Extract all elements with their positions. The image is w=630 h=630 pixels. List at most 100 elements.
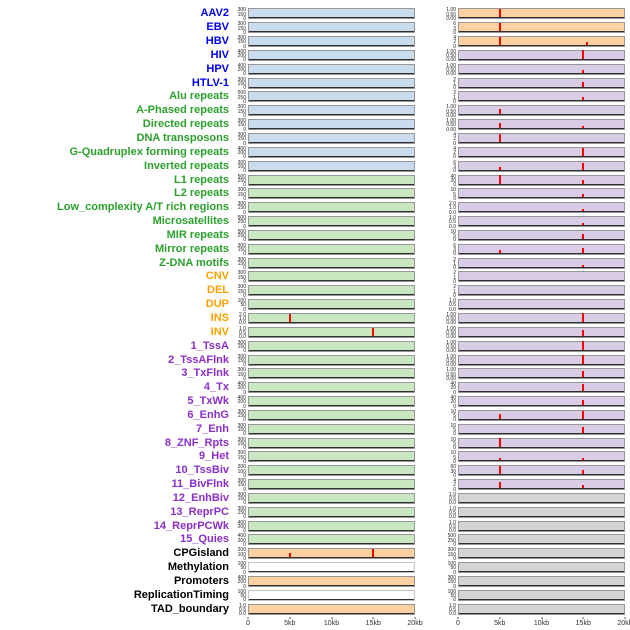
x-tick-mark <box>582 617 584 619</box>
signal-peak <box>581 180 584 184</box>
panel-left <box>248 562 415 574</box>
y-tick-label: 300 <box>237 422 246 429</box>
signal-peak <box>581 313 584 322</box>
panel-right <box>458 396 625 408</box>
column-gap <box>415 41 442 42</box>
column-gap <box>415 415 442 416</box>
panel-right <box>458 174 625 186</box>
y-tick-label: 10 <box>450 450 456 457</box>
track-label: INS <box>210 311 229 324</box>
y-tick-label: 300 <box>237 76 246 83</box>
panel-left <box>248 91 415 103</box>
track-label: 12_EnhBiv <box>172 491 229 504</box>
y-tick-label: 150 <box>237 510 246 517</box>
track-row: 14_ReprPCWk 400 200 0 1.0 0.5 0.0 <box>0 519 630 534</box>
signal-baseline <box>459 183 624 185</box>
y-tick-label: 2 <box>453 136 456 143</box>
track-label: INV <box>210 325 229 338</box>
y-ticks-left: 300 150 0 <box>232 506 248 520</box>
y-tick-label: 150 <box>237 25 246 32</box>
y-ticks-left: 400 200 0 <box>232 49 248 63</box>
y-tick-label: 100 <box>237 551 246 558</box>
panel-right <box>458 146 625 158</box>
track-row: A-Phased repeats 300 150 0 1.00 0.50 0.00 <box>0 104 630 118</box>
y-tick-label: 4 <box>453 132 456 139</box>
track-label: EBV <box>206 21 229 34</box>
panel-right <box>458 77 625 89</box>
panel-left <box>248 285 415 297</box>
y-ticks-left: 200 100 0 <box>232 465 248 479</box>
track-label: 7_Enh <box>195 422 229 435</box>
track-row: Microsatellites 500 250 0 1.0 0.5 0.0 <box>0 215 630 229</box>
x-tick-mark <box>457 617 459 619</box>
panel-right <box>458 49 625 61</box>
y-tick-label: 300 <box>237 339 246 346</box>
y-ticks-right: 10 5 0 <box>442 188 458 202</box>
x-tick-mark <box>289 617 291 619</box>
signal-baseline <box>249 543 414 545</box>
y-tick-label: 1.0 <box>449 602 456 609</box>
y-ticks-right: 1.00 0.50 0.00 <box>442 353 458 368</box>
panel-right <box>458 188 625 200</box>
y-ticks-left: 300 150 0 <box>232 8 248 22</box>
signal-baseline <box>249 183 414 185</box>
signal-baseline <box>249 335 414 337</box>
y-tick-label: 0 <box>243 140 246 147</box>
y-tick-label: 0 <box>243 168 246 175</box>
panel-left <box>248 63 415 75</box>
signal-baseline <box>459 321 624 323</box>
y-tick-label: 0.0 <box>449 223 456 230</box>
y-tick-label: 150 <box>237 482 246 489</box>
y-ticks-left: 300 150 0 <box>232 202 248 216</box>
column-gap <box>415 263 442 264</box>
y-tick-label: 200 <box>237 537 246 544</box>
signal-peak <box>581 70 584 73</box>
track-label: HBV <box>205 35 229 48</box>
y-tick-label: 2 <box>453 76 456 83</box>
signal-baseline <box>459 598 624 600</box>
panel-right <box>458 299 625 311</box>
y-tick-label: 300 <box>237 132 246 139</box>
panel-left <box>248 174 415 186</box>
y-tick-label: 10 <box>450 422 456 429</box>
signal-baseline <box>249 238 414 240</box>
y-tick-label: 1 <box>453 274 456 281</box>
signal-baseline <box>459 128 624 130</box>
y-tick-label: 200 <box>237 150 246 157</box>
panel-right <box>458 548 625 560</box>
x-tick-mark <box>372 617 374 619</box>
track-row: 6_EnhG 300 150 0 10 5 0 <box>0 408 630 423</box>
y-tick-label: 50 <box>240 593 246 600</box>
column-gap <box>415 429 442 430</box>
y-tick-label: 1.00 <box>446 353 456 360</box>
y-tick-label: 150 <box>237 413 246 420</box>
y-ticks-right: 1.00 0.50 0.00 <box>442 119 458 133</box>
y-tick-label: 1.00 <box>446 311 456 318</box>
signal-baseline <box>459 446 624 448</box>
y-ticks-left: 300 150 0 <box>232 35 248 50</box>
y-tick-label: 200 <box>237 53 246 60</box>
y-tick-label: 300 <box>237 478 246 485</box>
y-tick-label: 0.50 <box>446 357 456 364</box>
signal-baseline <box>249 252 414 254</box>
y-tick-label: 0.0 <box>449 209 456 216</box>
y-tick-label: 0 <box>243 43 246 50</box>
signal-baseline <box>459 557 624 559</box>
panel-left <box>248 589 415 601</box>
y-tick-label: 0 <box>243 583 246 590</box>
signal-peak <box>581 125 584 129</box>
panel-left <box>248 49 415 61</box>
signal-baseline <box>459 377 624 379</box>
y-ticks-right: 1.00 0.50 0.00 <box>442 340 458 354</box>
signal-baseline <box>459 515 624 517</box>
track-row: INS 2.0 1.0 0.0 1.00 0.50 0.00 <box>0 312 630 326</box>
column-gap <box>415 96 442 97</box>
signal-baseline <box>249 58 414 60</box>
signal-peak <box>581 97 584 101</box>
panel-left <box>248 243 415 255</box>
x-axis-left: 0 5kb 10kb 15kb 20kb <box>246 617 423 630</box>
signal-peak <box>581 264 584 267</box>
y-tick-label: 2 <box>453 256 456 263</box>
y-tick-label: 30 <box>450 468 456 475</box>
signal-peak <box>499 8 502 18</box>
